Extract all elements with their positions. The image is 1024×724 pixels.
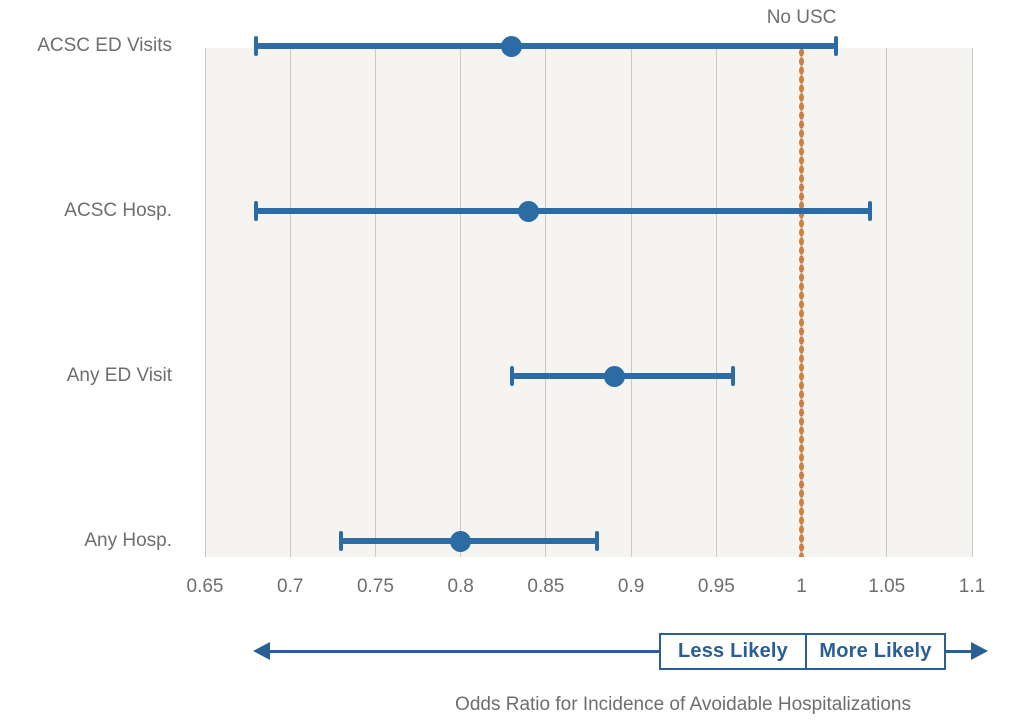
direction-arrow-line: [268, 650, 974, 653]
gridline: [545, 48, 547, 557]
ci-cap-low: [254, 201, 259, 221]
gridline: [886, 48, 888, 557]
x-tick-label: 0.7: [277, 576, 304, 597]
ci-cap-low: [509, 366, 514, 386]
plot-area: [205, 48, 973, 557]
arrow-left-head-icon: [253, 642, 270, 660]
more-likely-box: More Likely: [805, 635, 944, 668]
gridline: [630, 48, 632, 557]
ci-cap-high: [595, 531, 600, 551]
x-tick-label: 0.75: [356, 576, 394, 597]
reference-line-label: No USC: [766, 7, 837, 28]
gridline: [374, 48, 376, 557]
ci-cap-low: [339, 531, 344, 551]
estimate-dot: [518, 200, 540, 222]
gridline: [204, 48, 206, 557]
gridline: [460, 48, 462, 557]
confidence-interval-bar: [256, 208, 870, 214]
x-tick-label: 1: [796, 576, 807, 597]
estimate-dot: [603, 365, 625, 387]
ci-cap-high: [867, 201, 872, 221]
x-tick-label: 0.65: [186, 576, 224, 597]
x-tick-label: 1.05: [868, 576, 906, 597]
gridline: [289, 48, 291, 557]
arrow-right-head-icon: [971, 642, 988, 660]
reference-line: [799, 48, 805, 557]
estimate-dot: [501, 35, 523, 57]
gridline: [971, 48, 973, 557]
ci-cap-high: [833, 36, 838, 56]
x-axis-label: Odds Ratio for Incidence of Avoidable Ho…: [455, 694, 911, 715]
x-tick-label: 1.1: [958, 576, 986, 597]
row-label: ACSC ED Visits: [37, 35, 172, 56]
x-tick-label: 0.85: [527, 576, 565, 597]
x-tick-label: 0.95: [697, 576, 735, 597]
row-label: Any Hosp.: [84, 530, 172, 551]
ci-cap-high: [731, 366, 736, 386]
x-tick-label: 0.8: [447, 576, 474, 597]
gridline: [715, 48, 717, 557]
direction-legend: Less Likely More Likely: [659, 633, 946, 670]
row-label: ACSC Hosp.: [64, 200, 172, 221]
x-tick-label: 0.9: [617, 576, 645, 597]
less-likely-box: Less Likely: [677, 640, 789, 662]
row-label: Any ED Visit: [66, 365, 172, 386]
estimate-dot: [450, 530, 472, 552]
ci-cap-low: [254, 36, 259, 56]
confidence-interval-bar: [256, 43, 836, 49]
